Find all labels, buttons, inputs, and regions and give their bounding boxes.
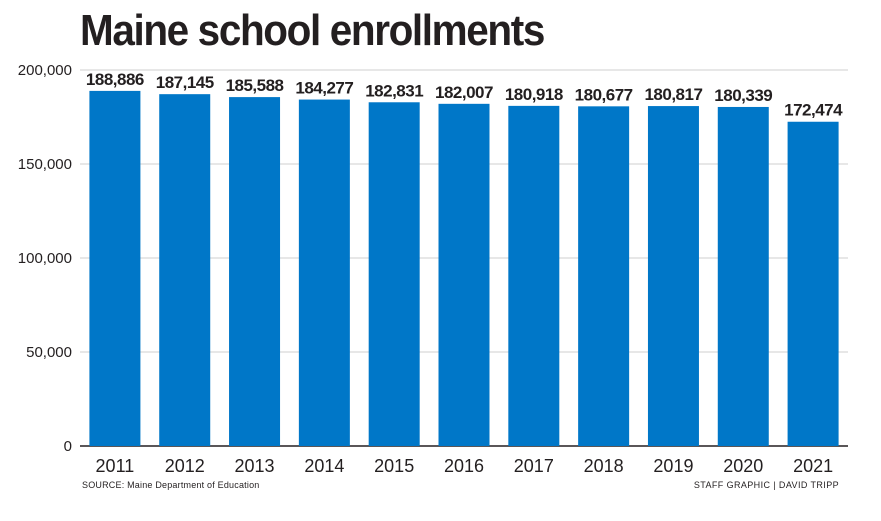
x-tick-label-2018: 2018 [584,456,624,476]
bar-2014 [298,99,350,447]
bar-2015 [368,102,420,447]
x-tick-label-2019: 2019 [653,456,693,476]
value-label-2014: 184,277 [295,79,353,98]
y-tick-label: 100,000 [18,250,72,267]
source-note: SOURCE: Maine Department of Education [82,480,260,490]
value-label-2019: 180,817 [644,85,702,104]
y-tick-label: 200,000 [18,62,72,79]
value-label-2013: 185,588 [226,76,284,95]
value-label-2011: 188,886 [86,70,144,89]
x-axis: 2011 2012 2013 2014 2015 2016 2017 2018 2019 2020… [96,456,834,476]
y-tick-label: 0 [64,438,72,455]
x-tick-label-2013: 2013 [235,456,275,476]
bars [89,90,839,447]
bar-2012 [159,94,211,447]
value-labels: 188,886 187,145 185,588 184,277 182,831 182,0… [86,70,844,120]
x-tick-label-2017: 2017 [514,456,554,476]
x-tick-label-2014: 2014 [304,456,344,476]
bar-2020 [717,106,769,446]
bar-2018 [578,106,630,446]
y-tick-label: 150,000 [18,156,72,173]
staff-credit: STAFF GRAPHIC | DAVID TRIPP [693,480,839,490]
value-label-2012: 187,145 [156,73,214,92]
bar-2021 [787,121,839,447]
value-label-2018: 180,677 [575,85,633,104]
value-label-2015: 182,831 [365,81,423,100]
bar-2017 [508,105,560,447]
x-tick-label-2016: 2016 [444,456,484,476]
x-tick-label-2015: 2015 [374,456,414,476]
x-tick-label-2021: 2021 [793,456,833,476]
y-tick-label: 50,000 [26,344,72,361]
bar-2019 [647,106,699,447]
value-label-2020: 180,339 [714,86,772,105]
value-label-2016: 182,007 [435,83,493,102]
x-tick-label-2012: 2012 [165,456,205,476]
value-label-2017: 180,918 [505,85,563,104]
bar-2011 [89,90,141,446]
value-label-2021: 172,474 [784,101,843,120]
chart-title: Maine school enrollments [80,6,545,55]
y-axis: 0 50,000 100,000 150,000 200,000 [18,62,72,455]
bar-2013 [229,97,281,447]
bar-2016 [438,103,490,446]
x-tick-label-2020: 2020 [723,456,763,476]
x-tick-label-2011: 2011 [96,456,135,476]
